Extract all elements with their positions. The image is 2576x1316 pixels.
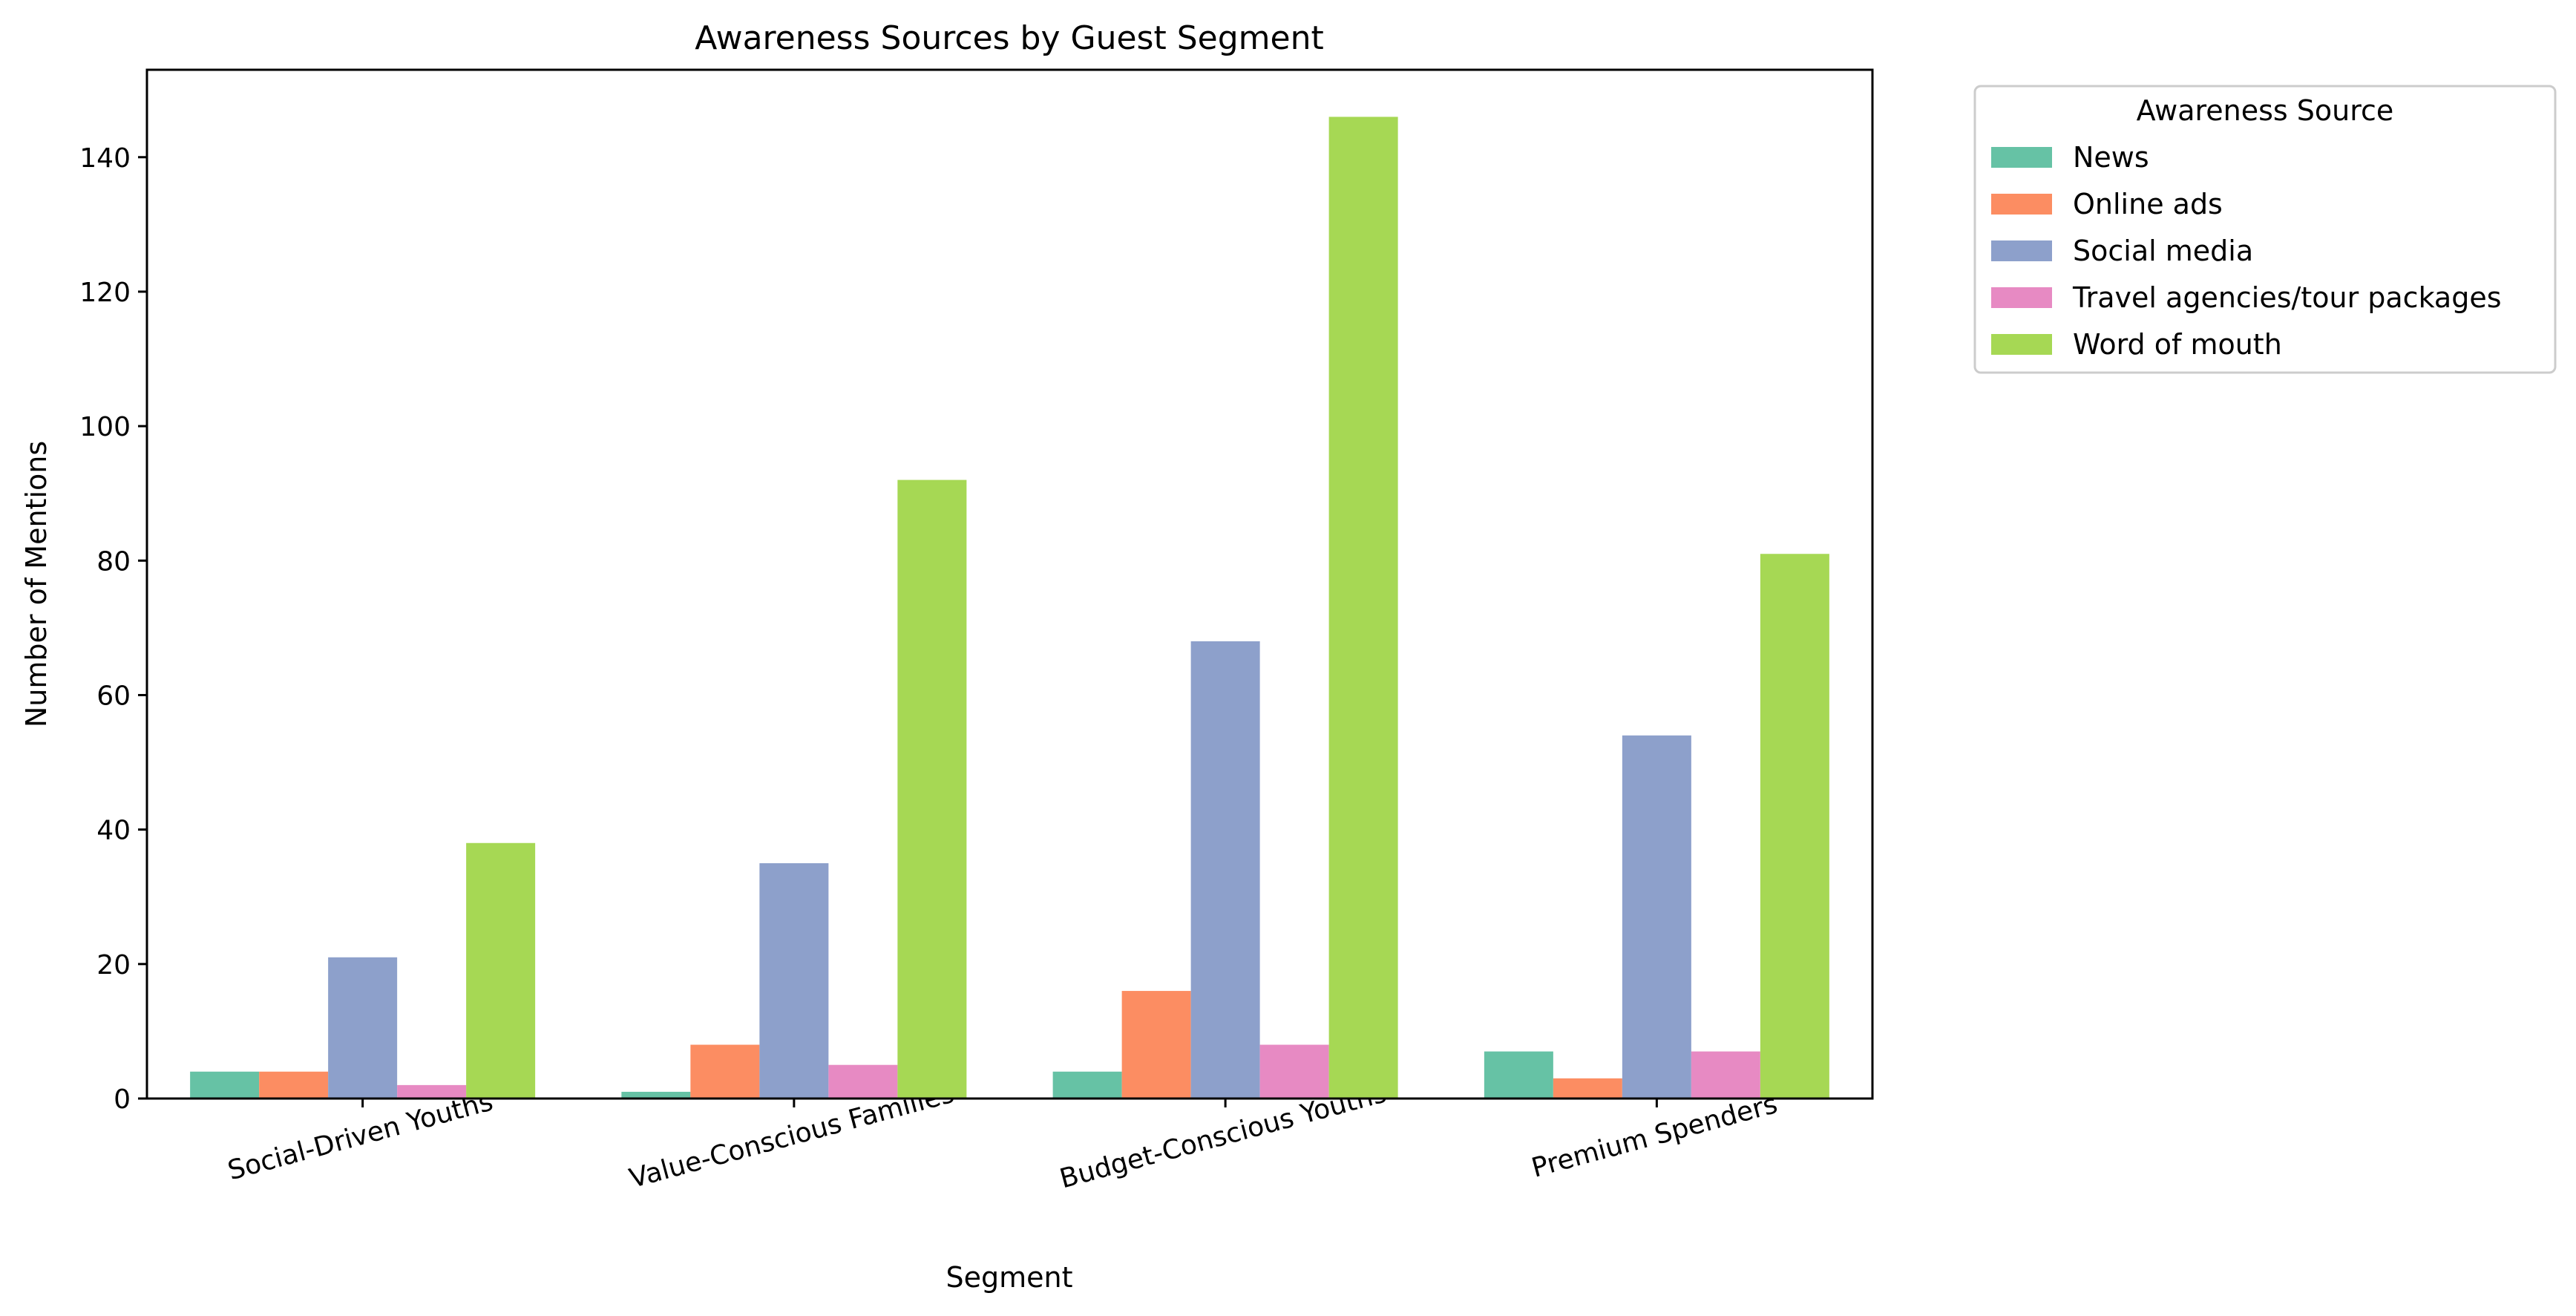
x-axis-label: Segment [946, 1261, 1073, 1294]
legend-entry-label: Travel agencies/tour packages [2072, 281, 2502, 314]
bar [1622, 735, 1691, 1099]
legend-swatch [1991, 147, 2052, 168]
x-tick-label: Premium Spenders [1528, 1089, 1780, 1184]
bar [190, 1071, 260, 1099]
bar [397, 1084, 467, 1099]
bar [1328, 117, 1398, 1099]
legend-entry-label: Social media [2073, 235, 2253, 267]
y-tick-label: 60 [96, 681, 131, 711]
y-tick-label: 120 [79, 278, 131, 308]
bar [690, 1044, 760, 1099]
y-tick-label: 80 [96, 546, 131, 577]
bar [828, 1064, 898, 1099]
legend-swatch [1991, 287, 2052, 308]
legend-entry-label: Online ads [2073, 188, 2223, 220]
bar [259, 1071, 329, 1099]
legend-swatch [1991, 194, 2052, 215]
bar [1553, 1078, 1622, 1099]
bar [1691, 1051, 1760, 1099]
bar [621, 1091, 691, 1099]
y-tick-label: 140 [79, 143, 131, 174]
legend-frame [1973, 85, 2557, 374]
legend-swatch [1991, 240, 2052, 261]
y-axis-label: Number of Mentions [20, 441, 53, 727]
y-tick-label: 20 [96, 950, 131, 981]
y-tick-label: 0 [114, 1084, 131, 1115]
legend: Awareness Source News Online ads Social me… [1973, 85, 2557, 374]
legend-entry-label: News [2073, 141, 2149, 174]
bar [328, 957, 398, 1099]
bars [190, 117, 1829, 1099]
legend-swatch [1991, 334, 2052, 355]
bar [1259, 1044, 1329, 1099]
x-tick-label: Social-Driven Youths [225, 1087, 496, 1187]
y-axis: 0 20 40 60 80 100 120 140 [79, 143, 147, 1115]
bar [759, 862, 829, 1099]
plot-area-frame [145, 68, 1874, 1100]
bar [1190, 641, 1260, 1099]
bar [466, 842, 536, 1099]
bar [1121, 991, 1191, 1099]
y-tick-label: 100 [79, 412, 131, 442]
y-tick-label: 40 [96, 816, 131, 846]
bar [1760, 554, 1829, 1099]
bar [897, 479, 967, 1099]
bar [1484, 1051, 1553, 1099]
legend-entry-label: Word of mouth [2073, 328, 2282, 361]
chart-title: Awareness Sources by Guest Segment [695, 19, 1323, 57]
bar [1052, 1071, 1122, 1099]
legend-title: Awareness Source [2137, 94, 2394, 127]
